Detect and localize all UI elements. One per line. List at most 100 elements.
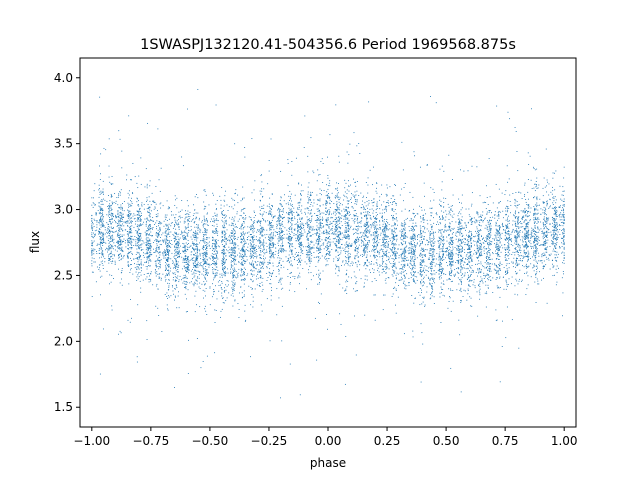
data-point [119,212,121,214]
data-point [156,250,158,252]
data-point [545,220,547,222]
data-point [174,219,176,221]
data-point [233,250,235,252]
data-point [118,223,120,225]
data-point [289,198,291,200]
data-point [339,197,341,199]
data-point [426,228,428,230]
data-point [119,256,121,258]
data-point [515,230,517,231]
data-point [240,232,242,234]
data-point [328,253,329,255]
data-point [392,267,394,268]
data-point [118,241,120,243]
data-point [271,235,273,237]
data-point [269,273,271,274]
data-point [232,295,234,297]
data-point [118,254,120,256]
data-point [401,278,403,280]
data-point [488,219,490,221]
data-point [184,277,186,279]
data-point [483,250,485,252]
data-point [337,258,339,260]
data-point [109,210,111,212]
data-point [474,222,476,224]
data-point [279,251,281,252]
data-point [136,225,138,227]
data-point [459,232,461,234]
data-point [486,267,487,269]
data-point [505,249,507,251]
data-point [329,197,331,198]
data-point [495,278,497,280]
data-point [263,211,265,213]
data-point [196,279,198,281]
data-point [338,196,340,198]
data-point [490,268,491,270]
data-point [527,227,529,229]
data-point [383,252,385,254]
data-point [447,247,448,249]
data-point [179,255,180,257]
data-point [232,261,233,262]
data-point [411,220,413,221]
data-point [197,88,199,90]
data-point [121,270,123,271]
data-point [461,260,463,262]
data-point [307,202,309,204]
data-point [130,238,132,240]
data-point [431,255,433,257]
data-point [134,223,136,225]
data-point [508,230,509,232]
data-point [242,199,244,201]
data-point [355,354,357,356]
data-point [394,243,396,244]
data-point [308,209,310,211]
data-point [431,227,433,229]
data-point [527,266,529,268]
data-point [446,236,448,238]
data-point [300,244,302,246]
data-point [460,301,462,303]
data-point [546,302,548,304]
data-point [528,163,530,165]
data-point [507,252,509,254]
data-point [307,252,309,254]
data-point [419,267,421,268]
data-point [176,243,177,245]
data-point [487,230,489,232]
data-point [251,269,252,271]
data-point [554,226,556,228]
data-point [546,227,547,229]
data-point [311,215,313,217]
data-point [148,220,150,222]
data-point [439,251,441,253]
data-point [349,256,351,258]
data-point [117,196,119,198]
data-point [120,236,122,237]
data-point [449,253,451,255]
data-point [358,244,360,246]
data-point [174,231,176,233]
data-point [202,236,204,237]
data-point [357,221,359,223]
data-point [533,250,535,252]
data-point [420,231,421,233]
data-point [364,251,366,253]
data-point [218,290,220,292]
data-point [475,219,477,221]
data-point [367,242,369,244]
data-point [484,276,486,278]
data-point [261,230,263,232]
data-point [203,270,205,272]
data-point [527,152,529,154]
data-point [414,254,416,256]
data-point [109,231,111,233]
data-point [168,296,170,298]
data-point [307,207,309,209]
data-point [404,255,405,257]
data-point [552,242,554,243]
data-point [91,220,93,222]
data-point [546,179,548,181]
data-point [559,234,561,235]
